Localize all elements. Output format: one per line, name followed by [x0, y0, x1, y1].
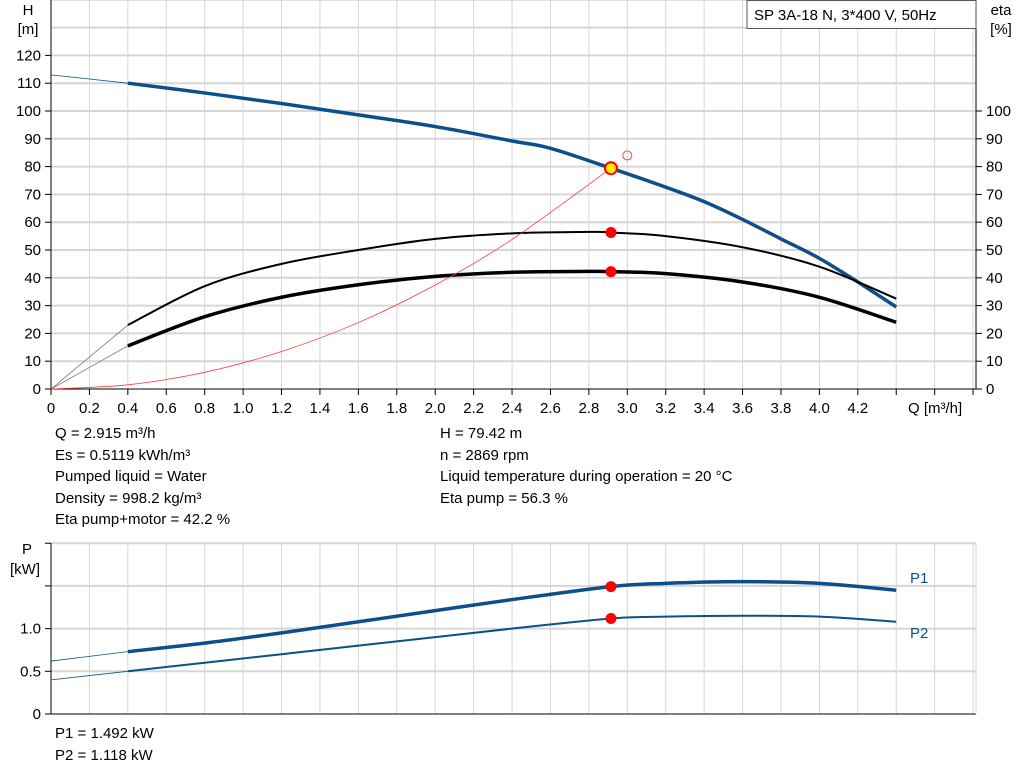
p2-extrapolated-line [50, 670, 128, 681]
y-axis-unit-left: [m] [18, 21, 39, 38]
head-extrapolated-line [50, 74, 128, 84]
y-tick-label-right: 10 [986, 353, 1003, 370]
x-tick-label: 0.4 [117, 400, 138, 417]
x-tick-label: 3.8 [771, 400, 792, 417]
x-axis-label: Q [m³/h] [908, 400, 962, 417]
info-energy-spec: Es = 0.5119 kWh/m³ [55, 446, 191, 464]
x-tick-label: 1.8 [386, 400, 407, 417]
x-tick-label: 2.0 [425, 400, 446, 417]
x-tick-label: 2.2 [463, 400, 484, 417]
y-tick-label-left: 0 [33, 381, 41, 398]
x-tick-label: 1.6 [348, 400, 369, 417]
x-tick-label: 2.6 [540, 400, 561, 417]
info-power: P1 = 1.492 kW P2 = 1.118 kW [55, 723, 154, 766]
y-tick-label-left: 110 [17, 75, 41, 92]
p1-extrapolated-line [50, 651, 128, 662]
y-tick-label-right: 70 [986, 186, 1003, 203]
eta-total-curve [127, 269, 897, 348]
duty-point-head [603, 161, 618, 176]
info-temperature: Liquid temperature during operation = 20… [440, 468, 733, 485]
y-tick-label-right: 80 [986, 159, 1003, 176]
p1-curve [127, 579, 897, 654]
x-tick-label: 0.8 [194, 400, 215, 417]
legend-box [746, 0, 977, 29]
x-tick-label: 2.4 [502, 400, 523, 417]
info-right: H = 79.42 m n = 2869 rpm Liquid temperat… [440, 423, 732, 509]
info-eta-total: Eta pump+motor = 42.2 % [55, 511, 231, 528]
y-axis-unit-right: [%] [990, 21, 1012, 38]
y-tick-label-left: 90 [24, 131, 41, 148]
y-axis-label-left: H [23, 2, 34, 19]
y-tick-label-right: 50 [986, 242, 1003, 259]
y-tick-label-right: 100 [986, 103, 1011, 120]
x-tick-label: 0.6 [156, 400, 177, 417]
x-tick-label: 1.2 [271, 400, 292, 417]
p-axis-label: P [22, 541, 32, 558]
info-eta-pump: Eta pump = 56.3 % [440, 489, 568, 507]
y-tick-label-left: 80 [24, 159, 41, 176]
eta-pump-curve [127, 230, 897, 326]
p-axis-unit: [kW] [10, 561, 40, 578]
info-left: Q = 2.915 m³/h Es = 0.5119 kWh/m³ Pumped… [55, 423, 230, 531]
x-tick-label: 1.0 [233, 400, 254, 417]
info-p1: P1 = 1.492 kW [55, 725, 154, 742]
system-curve-curve [50, 167, 612, 390]
y-tick-label-left: 100 [16, 103, 41, 120]
y-tick-label-left: 60 [24, 214, 41, 231]
p2-curve [127, 614, 897, 673]
info-flow: Q = 2.915 m³/h [55, 425, 156, 442]
requested-point [622, 150, 633, 161]
y-tick-label-left: 20 [24, 325, 41, 342]
x-tick-label: 0 [47, 400, 55, 417]
x-tick-label: 1.4 [310, 400, 331, 417]
y-tick-label-left: 50 [24, 242, 41, 259]
duty-point-p1 [605, 581, 617, 593]
y-tick-label-right: 90 [986, 131, 1003, 148]
eta-total-extrapolated-line [50, 345, 129, 390]
y-tick-label-left: 10 [24, 353, 41, 370]
x-tick-label: 3.4 [694, 400, 715, 417]
p-tick-label: 1.0 [20, 621, 41, 638]
y-tick-label-left: 40 [24, 270, 41, 287]
duty-point-eta-total [605, 266, 617, 278]
y-tick-label-right: 60 [986, 214, 1003, 231]
y-tick-label-right: 40 [986, 270, 1003, 287]
info-density: Density = 998.2 kg/m³ [55, 489, 202, 507]
p1-label: P1 [910, 570, 928, 587]
y-tick-label-left: 70 [24, 186, 41, 203]
y-tick-label-left: 30 [24, 298, 41, 315]
p2-label: P2 [910, 625, 928, 642]
x-tick-label: 4.0 [809, 400, 830, 417]
legend-title: SP 3A-18 N, 3*400 V, 50Hz [754, 7, 937, 24]
p-tick-label: 0.5 [20, 663, 41, 680]
x-tick-label: 3.2 [655, 400, 676, 417]
x-tick-label: 0.2 [79, 400, 100, 417]
head-curve [127, 81, 898, 309]
info-liquid: Pumped liquid = Water [55, 468, 207, 485]
y-tick-label-left: 120 [16, 47, 41, 64]
info-speed: n = 2869 rpm [440, 446, 529, 464]
x-tick-label: 4.2 [847, 400, 868, 417]
info-head: H = 79.42 m [440, 425, 523, 442]
x-tick-label: 3.0 [617, 400, 638, 417]
eta-pump-extrapolated-line [50, 324, 129, 390]
y-tick-label-right: 30 [986, 298, 1003, 315]
y-axis-label-right: eta [991, 2, 1013, 19]
duty-point-eta-pump [605, 226, 617, 238]
info-p2: P2 = 1.118 kW [55, 746, 153, 764]
x-tick-label: 2.8 [578, 400, 599, 417]
duty-point-p2 [605, 613, 617, 625]
y-tick-label-right: 20 [986, 325, 1003, 342]
p-tick-label: 0 [33, 706, 41, 723]
y-tick-label-right: 0 [986, 381, 994, 398]
x-tick-label: 3.6 [732, 400, 753, 417]
